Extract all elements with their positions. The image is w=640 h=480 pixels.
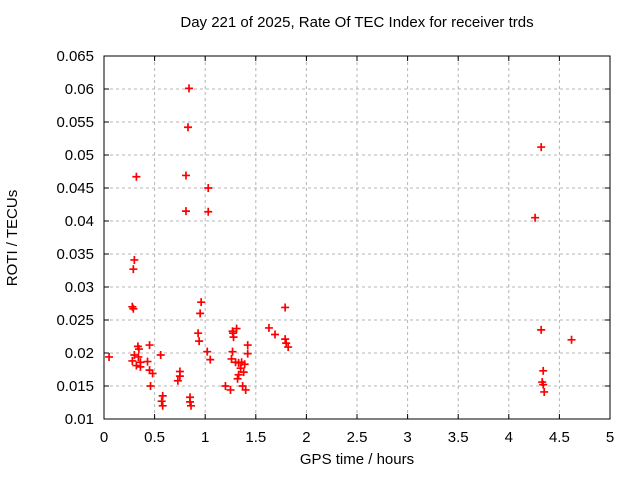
y-axis-label: ROTI / TECUs	[4, 190, 21, 286]
data-point-marker	[134, 345, 143, 354]
data-point-marker	[129, 304, 138, 313]
data-point-marker	[203, 347, 212, 356]
data-point-marker	[195, 337, 204, 346]
data-point-marker	[281, 303, 290, 312]
data-point-marker	[204, 184, 213, 192]
x-tick-label: 1.5	[245, 429, 266, 446]
data-point-marker	[539, 366, 548, 375]
data-point-marker	[264, 323, 273, 332]
x-tick-label: 2.5	[347, 429, 368, 446]
data-point-marker	[567, 335, 576, 344]
y-tick-label: 0.025	[56, 312, 94, 329]
data-point-marker	[134, 352, 143, 361]
data-point-marker	[175, 372, 184, 381]
data-point-marker	[185, 84, 194, 93]
x-tick-label: 3	[403, 429, 411, 446]
x-tick-label: 0	[100, 429, 108, 446]
data-point-marker	[129, 265, 138, 274]
data-point-marker	[194, 329, 203, 338]
data-point-marker	[183, 123, 192, 132]
data-point-marker	[143, 357, 152, 366]
y-tick-label: 0.02	[65, 345, 94, 362]
data-point-marker	[537, 325, 546, 334]
data-point-marker	[136, 362, 145, 371]
data-point-marker	[132, 361, 141, 370]
data-point-marker	[234, 370, 243, 379]
y-tick-label: 0.055	[56, 114, 94, 131]
data-point-marker	[226, 385, 235, 394]
data-point-marker	[271, 330, 280, 339]
chart-title: Day 221 of 2025, Rate Of TEC Index for r…	[180, 14, 533, 31]
data-point-marker	[181, 207, 190, 216]
data-point-marker	[241, 385, 250, 394]
data-point-marker	[105, 352, 114, 361]
x-tick-label: 4.5	[549, 429, 570, 446]
data-point-marker	[204, 207, 213, 216]
data-point-marker	[181, 171, 190, 180]
data-point-marker	[173, 376, 182, 385]
x-tick-label: 3.5	[448, 429, 469, 446]
y-tick-label: 0.045	[56, 180, 94, 197]
data-point-marker	[221, 382, 230, 390]
x-tick-label: 5	[606, 429, 614, 446]
data-point-marker	[145, 341, 154, 350]
y-tick-labels: 0.01 0.015 0.02 0.025 0.03 0.035 0.04 0.045 0.05…	[56, 48, 94, 428]
y-tick-label: 0.015	[56, 378, 94, 395]
axis-ticks	[103, 55, 611, 420]
data-point-marker	[148, 369, 157, 378]
y-tick-label: 0.05	[65, 147, 94, 164]
x-tick-label: 1	[201, 429, 209, 446]
data-point-marker	[243, 349, 252, 358]
data-point-marker	[232, 324, 241, 333]
data-point-marker	[537, 143, 546, 152]
x-tick-label: 2	[302, 429, 310, 446]
data-point-marker	[132, 172, 141, 181]
data-point-marker	[146, 382, 155, 390]
data-point-marker	[156, 350, 165, 359]
y-tick-label: 0.065	[56, 48, 94, 65]
data-point-marker	[186, 397, 195, 406]
y-tick-label: 0.06	[65, 81, 94, 98]
data-point-marker	[243, 341, 252, 350]
data-point-marker	[157, 397, 166, 406]
y-tick-label: 0.04	[65, 213, 94, 230]
x-tick-label: 4	[505, 429, 513, 446]
x-tick-labels: 0 0.5 1 1.5 2 2.5 3 3.5 4 4.5 5	[100, 429, 614, 446]
x-axis-label: GPS time / hours	[300, 451, 414, 468]
data-point-marker	[128, 356, 137, 365]
data-point-marker	[158, 401, 167, 410]
data-point-marker	[196, 309, 205, 318]
data-point-marker	[540, 387, 549, 396]
data-point-marker	[228, 347, 237, 356]
data-point-marker	[130, 255, 139, 264]
data-points	[105, 84, 576, 410]
x-tick-label: 0.5	[144, 429, 165, 446]
data-point-marker	[206, 355, 215, 364]
data-point-marker	[284, 343, 293, 352]
data-point-marker	[187, 401, 196, 410]
data-point-marker	[229, 333, 238, 342]
data-point-marker	[130, 350, 139, 359]
data-point-marker	[539, 380, 548, 389]
grid	[104, 56, 610, 419]
y-tick-label: 0.03	[65, 279, 94, 296]
data-point-marker	[227, 354, 236, 363]
data-point-marker	[281, 335, 290, 344]
y-tick-label: 0.035	[56, 246, 94, 263]
data-point-marker	[240, 360, 249, 369]
data-point-marker	[197, 298, 206, 307]
data-point-marker	[531, 213, 540, 222]
plot-border	[103, 55, 611, 420]
y-tick-label: 0.01	[65, 411, 94, 428]
data-point-marker	[233, 374, 242, 383]
data-point-marker	[158, 391, 167, 400]
data-point-marker	[239, 368, 248, 377]
